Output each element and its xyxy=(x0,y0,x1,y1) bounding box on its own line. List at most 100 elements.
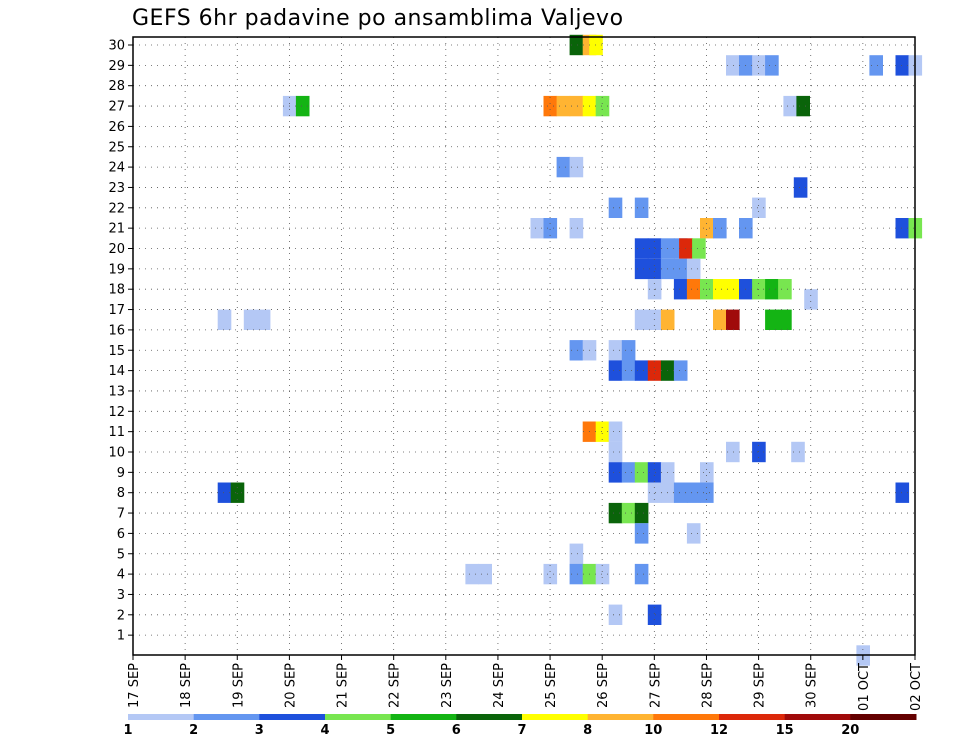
heatmap-cell xyxy=(608,462,623,483)
heatmap-cell xyxy=(595,95,610,117)
heatmap-cell xyxy=(608,421,623,442)
x-tick-label: 26 SEP xyxy=(596,663,611,708)
y-tick-label: 18 xyxy=(108,283,125,298)
legend-swatch xyxy=(259,714,326,720)
legend-swatch xyxy=(653,714,720,720)
y-tick-label: 7 xyxy=(117,507,125,522)
heatmap-cell xyxy=(765,309,779,330)
y-tick-label: 8 xyxy=(117,486,125,501)
heatmap-cell xyxy=(895,482,910,503)
heatmap-cell xyxy=(804,289,818,310)
heatmap-cell xyxy=(543,218,558,239)
legend-label: 4 xyxy=(320,723,329,738)
x-tick-label: 30 SEP xyxy=(805,663,820,708)
heatmap-cell xyxy=(713,279,727,300)
y-tick-label: 12 xyxy=(108,405,125,420)
heatmap-cell xyxy=(634,258,649,280)
legend-swatch xyxy=(325,714,392,720)
x-tick-label: 25 SEP xyxy=(544,663,559,708)
heatmap-cell xyxy=(569,34,584,56)
heatmap-cell xyxy=(793,177,808,198)
heatmap-cell xyxy=(621,360,636,381)
heatmap-cell xyxy=(647,360,662,381)
heatmap-cell xyxy=(621,462,636,483)
y-tick-label: 17 xyxy=(108,303,125,318)
legend-swatch xyxy=(456,714,523,720)
heatmap-cell xyxy=(765,55,779,76)
heatmap-cell xyxy=(647,482,662,503)
heatmap-cell xyxy=(465,563,479,585)
heatmap-cell xyxy=(621,340,636,361)
heatmap-cell xyxy=(647,238,662,259)
legend-label: 2 xyxy=(189,723,198,738)
heatmap-cell xyxy=(569,543,584,564)
legend-swatch xyxy=(784,714,851,720)
heatmap-cell xyxy=(608,340,623,361)
x-tick-label: 20 SEP xyxy=(283,663,298,708)
heatmap-cell xyxy=(295,95,310,117)
heatmap-cell xyxy=(608,502,623,524)
heatmap-cell xyxy=(660,309,675,330)
heatmap-cell xyxy=(569,156,584,178)
heatmap-cell xyxy=(692,238,706,259)
heatmap-cell xyxy=(673,360,688,381)
legend-swatch xyxy=(128,714,195,720)
legend-swatch xyxy=(193,714,260,720)
x-axis: 17 SEP 18 SEP 19 SEP 20 SEP 21 SEP 22 SEP 23 S… xyxy=(127,655,924,711)
heatmap-cell xyxy=(726,55,740,76)
legend-label: 12 xyxy=(710,723,728,738)
legend-label: 1 xyxy=(123,723,132,738)
legend-label: 7 xyxy=(517,723,526,738)
y-tick-label: 16 xyxy=(108,323,125,338)
y-axis: 1234567891011121314151617181920212223242… xyxy=(108,39,133,644)
y-tick-label: 4 xyxy=(117,568,125,583)
y-tick-label: 22 xyxy=(108,201,125,216)
heatmap-cell xyxy=(634,360,649,381)
x-tick-label: 29 SEP xyxy=(753,663,768,708)
x-tick-label: 21 SEP xyxy=(336,663,351,708)
heatmap-cell xyxy=(478,563,492,585)
legend-label: 6 xyxy=(452,723,461,738)
heatmap-cell xyxy=(634,309,649,330)
heatmap-cell xyxy=(556,95,571,117)
heatmap-cell xyxy=(673,258,688,280)
heatmap-cell xyxy=(700,218,714,239)
heatmap-cell xyxy=(647,258,662,280)
y-tick-label: 23 xyxy=(108,181,125,196)
x-tick-label: 22 SEP xyxy=(388,663,403,708)
y-tick-label: 27 xyxy=(108,100,125,115)
heatmap-cell xyxy=(791,441,805,463)
x-tick-label: 02 OCT xyxy=(909,663,924,711)
y-tick-label: 21 xyxy=(108,222,125,237)
legend-swatch xyxy=(850,714,917,720)
y-tick-label: 10 xyxy=(108,446,125,461)
heatmap-cell xyxy=(217,309,232,330)
heatmap-cell xyxy=(530,218,545,239)
legend-label: 3 xyxy=(255,723,264,738)
color-legend: 1 2 3 4 5 6 7 8 10 12 15 20 xyxy=(123,714,917,738)
heatmap-cell xyxy=(726,441,740,463)
heatmap-cell xyxy=(243,309,258,330)
heatmap-cell xyxy=(634,462,649,483)
heatmap-cell xyxy=(543,95,558,117)
y-tick-label: 14 xyxy=(108,364,125,379)
heatmap-cell xyxy=(569,95,584,117)
x-tick-label: 17 SEP xyxy=(127,663,142,708)
plot-frame xyxy=(132,36,916,656)
heatmap-cell xyxy=(634,238,649,259)
y-tick-label: 6 xyxy=(117,527,125,542)
y-tick-label: 24 xyxy=(108,161,125,176)
y-tick-label: 13 xyxy=(108,384,125,399)
heatmap-cell xyxy=(686,482,701,503)
heatmap-cell xyxy=(869,55,883,76)
x-tick-label: 28 SEP xyxy=(701,663,716,708)
heatmap-cell xyxy=(634,502,649,524)
y-tick-label: 19 xyxy=(108,262,125,277)
heatmap-cell xyxy=(608,197,623,218)
heatmap-cell xyxy=(686,279,701,300)
legend-swatch xyxy=(522,714,589,720)
heatmap-cell xyxy=(569,563,584,585)
heatmap-cell xyxy=(634,197,649,218)
y-tick-label: 26 xyxy=(108,120,125,135)
heatmap-cell xyxy=(783,95,797,117)
